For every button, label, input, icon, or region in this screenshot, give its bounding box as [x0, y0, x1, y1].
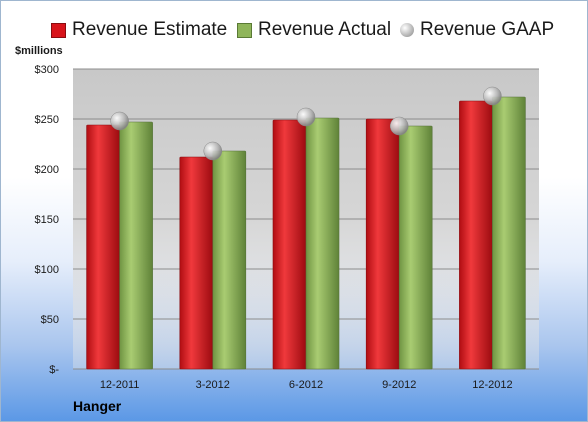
x-tick-label: 3-2012 [196, 379, 230, 391]
x-tick-label: 6-2012 [289, 379, 323, 391]
marker-revenue-gaap [110, 111, 129, 131]
y-tick-label: $50 [41, 314, 59, 326]
bar-revenue-estimate [272, 119, 307, 370]
bar-revenue-estimate [459, 100, 493, 370]
y-tick-label: $100 [35, 264, 59, 276]
bar-revenue-actual [119, 121, 153, 370]
x-tick-label: 9-2012 [382, 379, 416, 391]
legend-item-revenue-gaap: Revenue GAAP [400, 15, 554, 45]
y-tick-label: $- [49, 364, 59, 376]
bar-revenue-actual [212, 150, 247, 370]
bars [86, 96, 526, 370]
chart-legend: Revenue Estimate Revenue Actual Revenue … [1, 15, 587, 45]
bar-revenue-estimate [179, 156, 214, 370]
bar-revenue-actual [492, 96, 526, 370]
y-tick-label: $250 [35, 114, 59, 126]
y-tick-label: $150 [35, 214, 59, 226]
bar-revenue-estimate [86, 124, 120, 370]
x-tick-label: 12-2011 [100, 379, 140, 391]
legend-item-revenue-actual: Revenue Actual [237, 15, 391, 45]
marker-revenue-gaap [203, 141, 223, 161]
bar-revenue-actual [398, 125, 433, 370]
legend-label-estimate: Revenue Estimate [72, 19, 228, 40]
gaap-markers [110, 86, 502, 161]
y-axis-ticks: $- $50 $100 $150 $200 $250 $300 [35, 64, 60, 376]
legend-swatch-actual [237, 22, 252, 38]
legend-item-revenue-estimate: Revenue Estimate [51, 15, 227, 45]
marker-revenue-gaap [296, 107, 316, 127]
bar-revenue-actual [305, 117, 340, 370]
y-tick-label: $200 [35, 164, 59, 176]
y-tick-label: $300 [35, 64, 59, 76]
company-name: Hanger [73, 398, 122, 414]
x-tick-label: 12-2012 [472, 379, 512, 391]
y-axis-unit-label: $millions [15, 45, 63, 57]
legend-swatch-gaap [400, 23, 414, 37]
x-axis-ticks: 12-2011 3-2012 6-2012 9-2012 12-2012 [100, 379, 513, 391]
legend-label-gaap: Revenue GAAP [420, 19, 555, 40]
marker-revenue-gaap [483, 86, 502, 106]
bar-revenue-estimate [365, 118, 400, 370]
legend-swatch-estimate [51, 22, 66, 38]
legend-label-actual: Revenue Actual [258, 19, 392, 40]
marker-revenue-gaap [389, 116, 409, 136]
